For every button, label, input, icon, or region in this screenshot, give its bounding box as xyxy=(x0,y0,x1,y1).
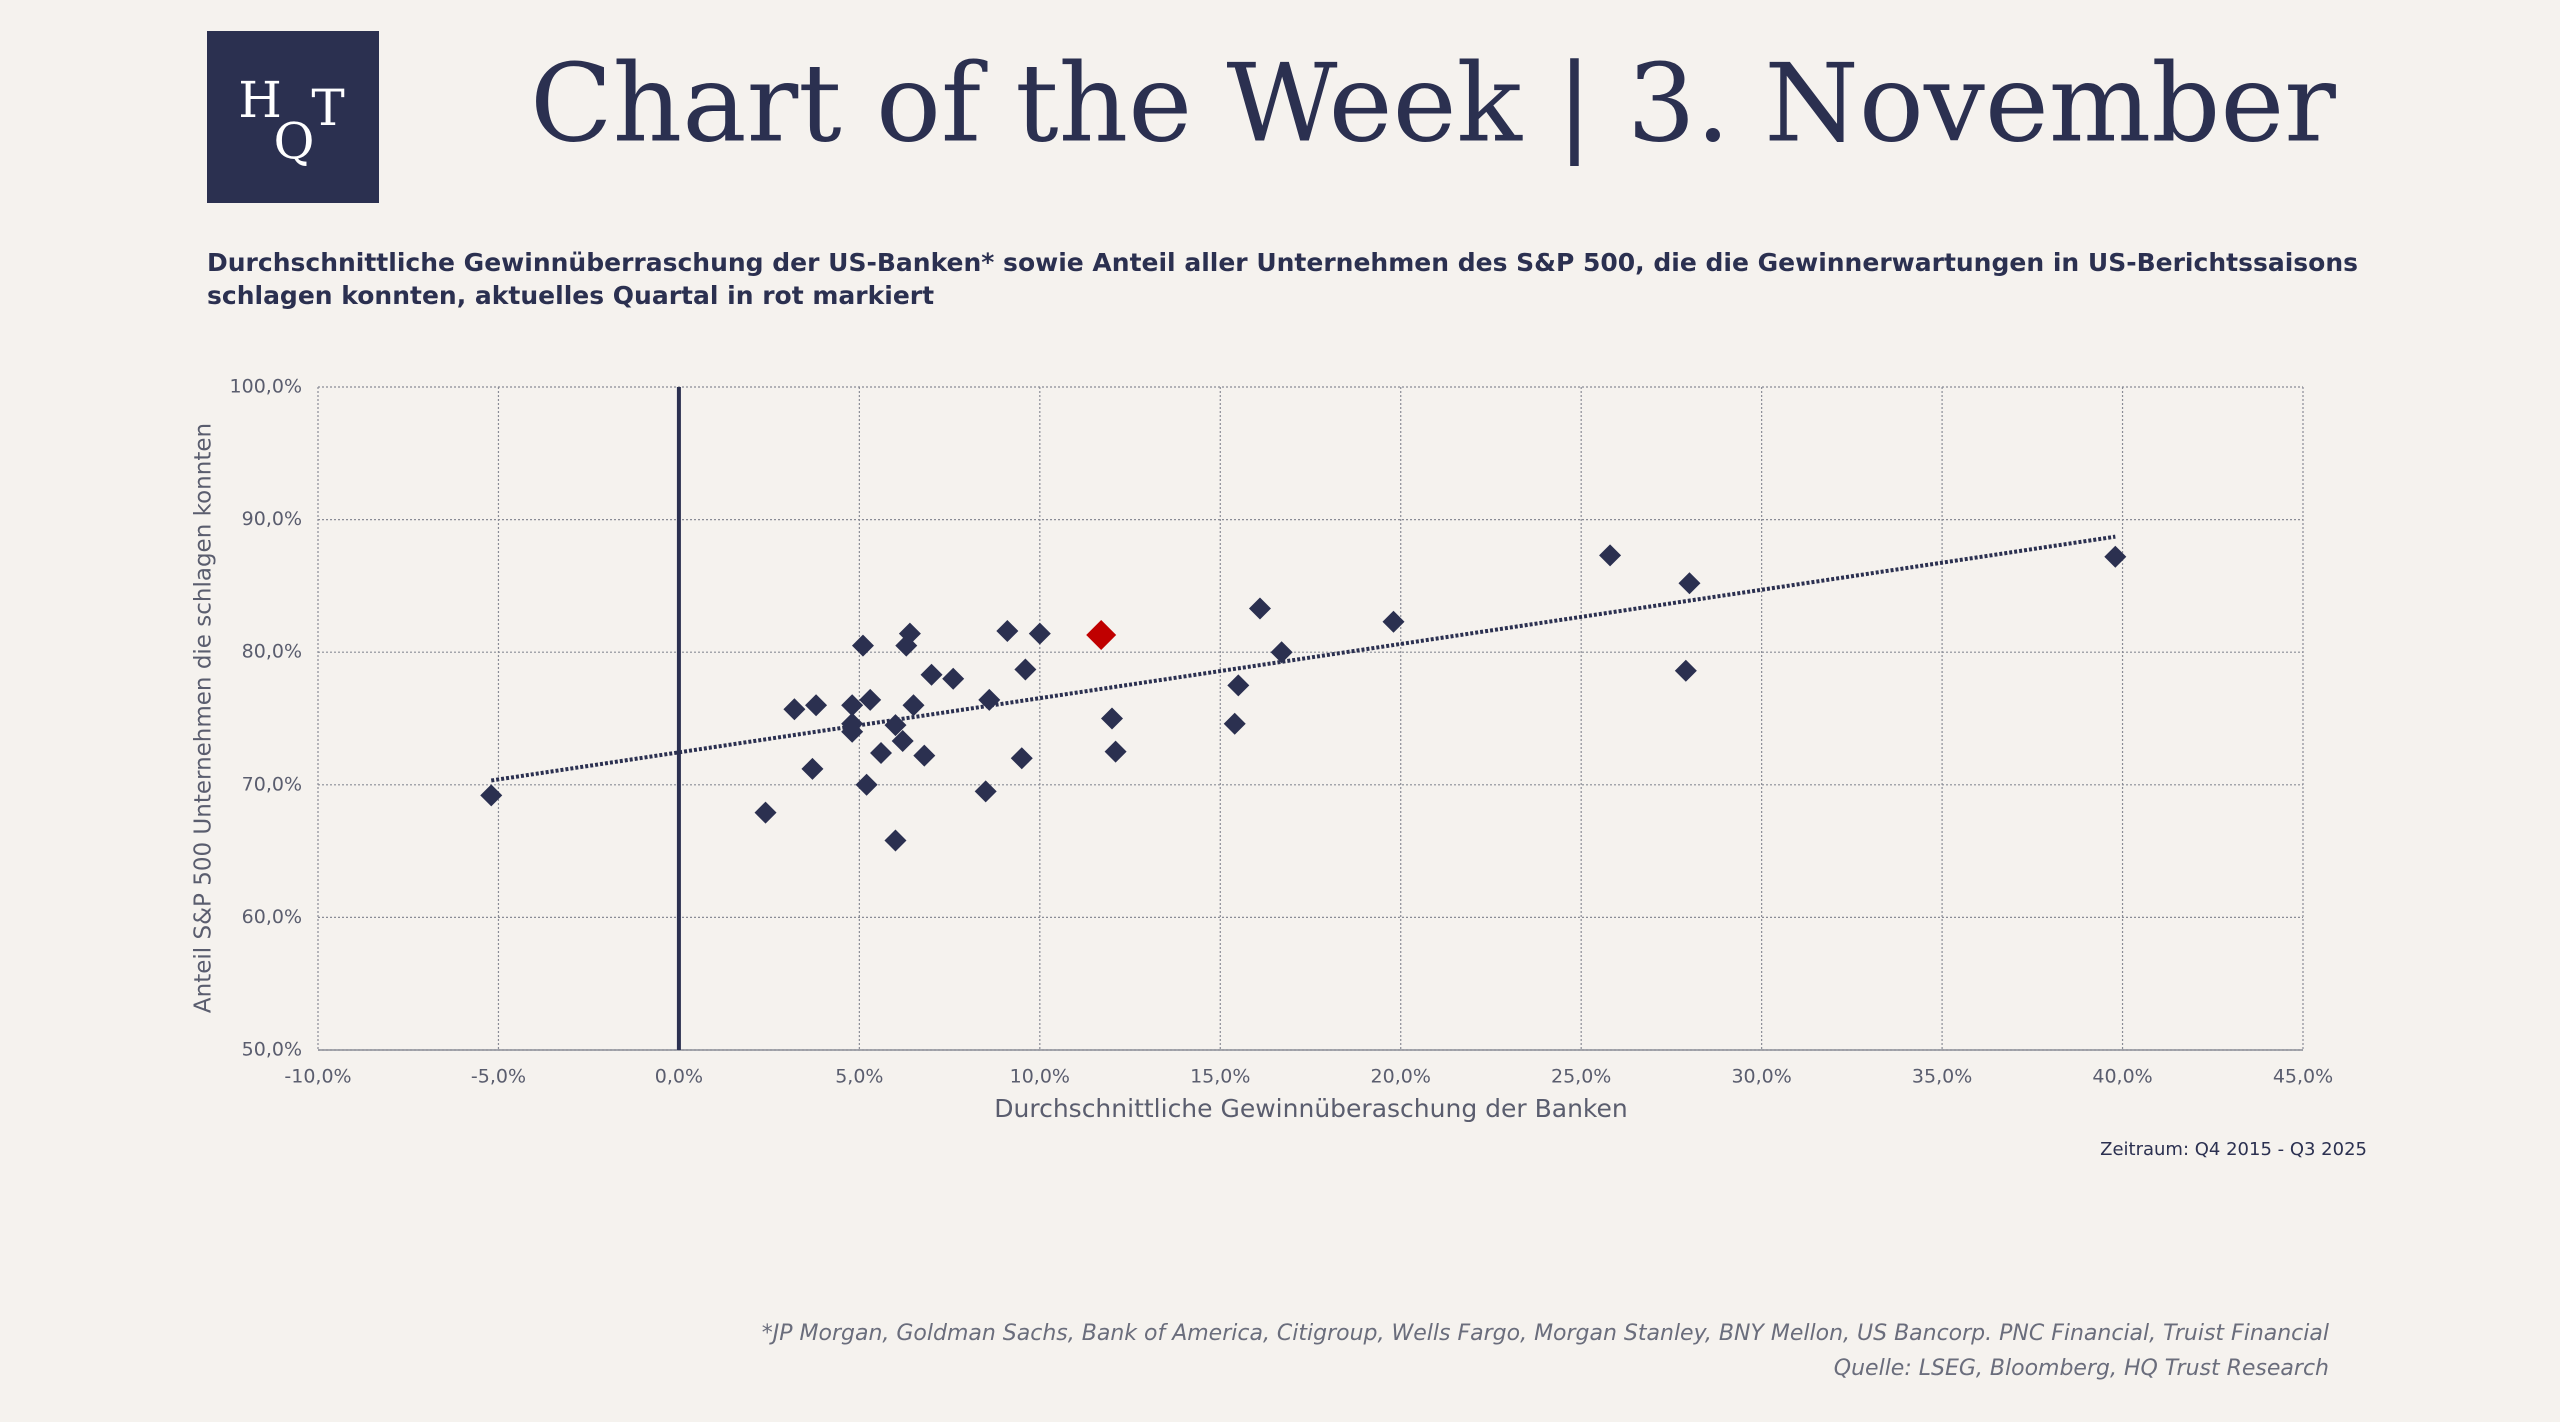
scatter-point xyxy=(841,720,864,743)
source-note: Quelle: LSEG, Bloomberg, HQ Trust Resear… xyxy=(1834,1356,2329,1381)
scatter-point xyxy=(913,744,936,767)
scatter-point xyxy=(1270,641,1293,664)
scatter-point xyxy=(891,730,914,753)
x-tick-label: 10,0% xyxy=(1010,1066,1070,1088)
scatter-point xyxy=(1678,572,1701,595)
chart-subtitle: Durchschnittliche Gewinnüberraschung der… xyxy=(207,248,2358,277)
scatter-point xyxy=(801,757,824,780)
scatter-point xyxy=(1010,747,1033,770)
x-tick-label: 30,0% xyxy=(1731,1066,1791,1088)
scatter-point xyxy=(978,688,1001,711)
y-tick-label: 80,0% xyxy=(242,641,302,663)
x-tick-label: 20,0% xyxy=(1371,1066,1431,1088)
x-tick-label: 15,0% xyxy=(1190,1066,1250,1088)
scatter-point xyxy=(1101,707,1123,730)
scatter-point xyxy=(884,714,907,737)
x-axis-title: Durchschnittliche Gewinnüberaschung der … xyxy=(994,1094,1627,1123)
page-title: Chart of the Week | 3. November xyxy=(530,41,2336,166)
trend-line xyxy=(490,534,2116,783)
scatter-point xyxy=(1674,659,1697,682)
chart-subtitle: schlagen konnten, aktuelles Quartal in r… xyxy=(207,281,934,310)
x-tick-label: 5,0% xyxy=(835,1066,883,1088)
scatter-point xyxy=(1086,619,1117,650)
y-tick-label: 60,0% xyxy=(242,906,302,928)
scatter-point xyxy=(942,667,965,690)
scatter-point xyxy=(1028,622,1051,645)
logo-letter: H xyxy=(238,71,282,129)
annotation: Zeitraum: Q4 2015 - Q3 2025 xyxy=(2100,1139,2367,1160)
scatter-point xyxy=(902,694,925,717)
scatter-point xyxy=(1248,597,1271,620)
x-tick-label: 40,0% xyxy=(2092,1066,2152,1088)
scatter-point xyxy=(1104,740,1127,763)
x-tick-label: 25,0% xyxy=(1551,1066,1611,1088)
x-tick-label: 35,0% xyxy=(1912,1066,1972,1088)
y-tick-label: 70,0% xyxy=(242,773,302,795)
scatter-point xyxy=(920,663,943,686)
scatter-point xyxy=(1223,712,1246,735)
scatter-point xyxy=(855,773,878,796)
y-axis-title: Anteil S&P 500 Unternehmen die schlagen … xyxy=(191,423,217,1013)
scatter-point xyxy=(1014,658,1037,681)
scatter-point xyxy=(754,801,777,824)
y-tick-label: 90,0% xyxy=(242,508,302,530)
scatter-point xyxy=(996,619,1019,642)
x-tick-label: -10,0% xyxy=(284,1066,351,1088)
x-tick-label: 0,0% xyxy=(655,1066,703,1088)
scatter-point xyxy=(859,688,882,711)
y-tick-label: 100,0% xyxy=(230,376,302,398)
scatter-point xyxy=(898,622,921,645)
scatter-point xyxy=(480,784,503,807)
x-tick-label: -5,0% xyxy=(471,1066,526,1088)
scatter-point xyxy=(851,634,874,657)
scatter-point xyxy=(870,741,893,764)
logo-letter: Q xyxy=(274,112,315,170)
scatter-point xyxy=(805,694,828,717)
scatter-point xyxy=(974,780,997,803)
logo-letter: T xyxy=(311,79,344,137)
scatter-point xyxy=(1227,674,1250,697)
scatter-point xyxy=(884,829,907,852)
scatter-point xyxy=(783,698,806,721)
scatter-point xyxy=(1382,610,1405,633)
footnote: *JP Morgan, Goldman Sachs, Bank of Ameri… xyxy=(762,1321,2329,1346)
scatter-point xyxy=(1599,544,1622,567)
logo xyxy=(207,31,379,203)
x-tick-label: 45,0% xyxy=(2273,1066,2333,1088)
scatter-point xyxy=(2104,545,2127,568)
scatter-point xyxy=(841,694,864,717)
y-tick-label: 50,0% xyxy=(242,1039,302,1061)
